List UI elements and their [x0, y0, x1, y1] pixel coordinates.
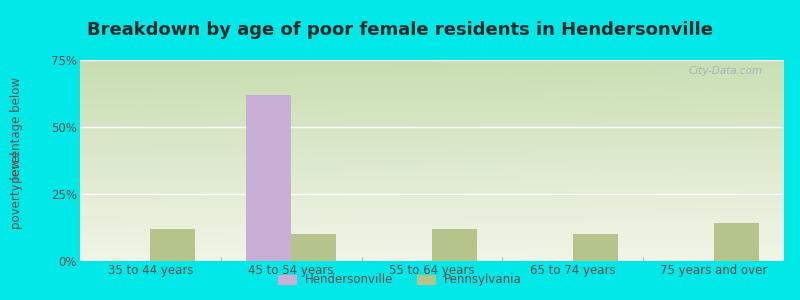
Bar: [432, 229, 477, 261]
Text: Breakdown by age of poor female residents in Hendersonville: Breakdown by age of poor female resident…: [87, 21, 713, 39]
Bar: [714, 224, 758, 261]
Bar: [150, 229, 195, 261]
Text: poverty level: poverty level: [10, 152, 23, 230]
Text: City-Data.com: City-Data.com: [689, 66, 763, 76]
Text: percentage below: percentage below: [10, 77, 23, 183]
Legend: Hendersonville, Pennsylvania: Hendersonville, Pennsylvania: [274, 269, 526, 291]
Bar: [246, 95, 291, 261]
Bar: [573, 234, 618, 261]
Bar: [291, 234, 336, 261]
